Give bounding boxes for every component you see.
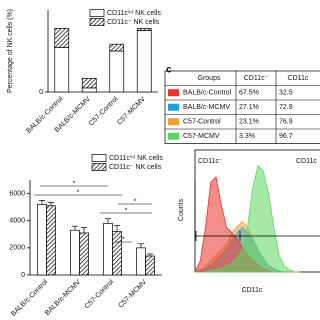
bar bbox=[37, 204, 47, 276]
y-axis-label: Percentage of NK cells (%) bbox=[7, 9, 14, 93]
table-cell: BALB/c-Control bbox=[183, 90, 232, 97]
bar-segment bbox=[109, 50, 125, 93]
table-cell: C57-MCMV bbox=[183, 133, 220, 140]
bar bbox=[103, 223, 113, 276]
color-swatch bbox=[168, 89, 179, 97]
x-tick-label: C57-MCMV bbox=[117, 279, 148, 310]
bar-segment bbox=[81, 87, 97, 93]
table-cell: 96.7 bbox=[279, 133, 293, 140]
table-cell: 67.5% bbox=[239, 90, 259, 97]
bar-segment bbox=[54, 28, 70, 48]
significance-star: * bbox=[77, 189, 80, 196]
table-frame bbox=[164, 70, 320, 144]
table-cell: BALB/c-MCMV bbox=[183, 104, 230, 111]
gate-label: CD11c⁻ bbox=[198, 158, 223, 165]
table-cell: 3.3% bbox=[239, 133, 255, 140]
color-swatch bbox=[168, 132, 179, 140]
y-tick-label: 6000 bbox=[9, 190, 25, 197]
table-header: CD11c⁻ bbox=[244, 75, 269, 82]
legend-swatch bbox=[91, 154, 107, 162]
x-tick-label: BALB/c-MCMV bbox=[44, 279, 82, 317]
bar-segment bbox=[136, 30, 152, 93]
legend-label: CD11c⁻ NK cells bbox=[109, 164, 162, 171]
x-axis-label: CD11c bbox=[242, 287, 263, 294]
table-header: Groups bbox=[198, 75, 221, 82]
y-axis-label: Counts bbox=[178, 198, 185, 221]
table-cell: C57-Control bbox=[183, 119, 221, 126]
bar bbox=[79, 232, 89, 276]
bar-segment bbox=[81, 77, 97, 89]
bar bbox=[145, 255, 155, 276]
y-tick-label: 0 bbox=[21, 272, 25, 279]
bar bbox=[112, 231, 122, 276]
bar bbox=[136, 247, 146, 276]
x-tick-label: C57-Control bbox=[88, 95, 120, 127]
table-cell: 76.9 bbox=[279, 119, 293, 126]
significance-star: * bbox=[73, 180, 76, 187]
legend-label: CD11cⁱⁿᵗ NK cells bbox=[107, 9, 161, 17]
significance-star: * bbox=[122, 236, 125, 243]
bar-segment bbox=[136, 28, 152, 31]
table-cell: 72.9 bbox=[279, 104, 293, 111]
x-tick-label: C57-MCMV bbox=[116, 96, 147, 127]
bar-segment bbox=[109, 43, 125, 52]
legend-swatch bbox=[89, 9, 105, 17]
panel-label: c bbox=[166, 65, 172, 76]
legend-label: CD11cⁱⁿᵗ NK cells bbox=[109, 154, 163, 162]
histogram-area bbox=[195, 164, 300, 273]
table-cell: 32.5 bbox=[279, 90, 293, 97]
y-tick-label: 4000 bbox=[9, 218, 25, 225]
bar bbox=[46, 205, 56, 276]
significance-star: * bbox=[134, 198, 137, 205]
table-cell: 23.1% bbox=[239, 119, 259, 126]
color-swatch bbox=[168, 118, 179, 126]
gate-label: CD11c bbox=[296, 158, 317, 165]
significance-star: * bbox=[125, 207, 128, 214]
legend-swatch bbox=[89, 18, 105, 26]
color-swatch bbox=[168, 103, 179, 111]
bar-segment bbox=[54, 47, 70, 93]
legend-swatch bbox=[91, 163, 107, 171]
bar bbox=[70, 229, 80, 276]
y-tick-label: 2000 bbox=[9, 245, 25, 252]
table-cell: 27.1% bbox=[239, 104, 259, 111]
x-tick-label: C57-Control bbox=[84, 278, 116, 310]
table-header: CD11c bbox=[288, 75, 309, 82]
legend-label: CD11c⁻ NK cells bbox=[107, 19, 160, 26]
y-tick-label: 0 bbox=[39, 89, 43, 96]
